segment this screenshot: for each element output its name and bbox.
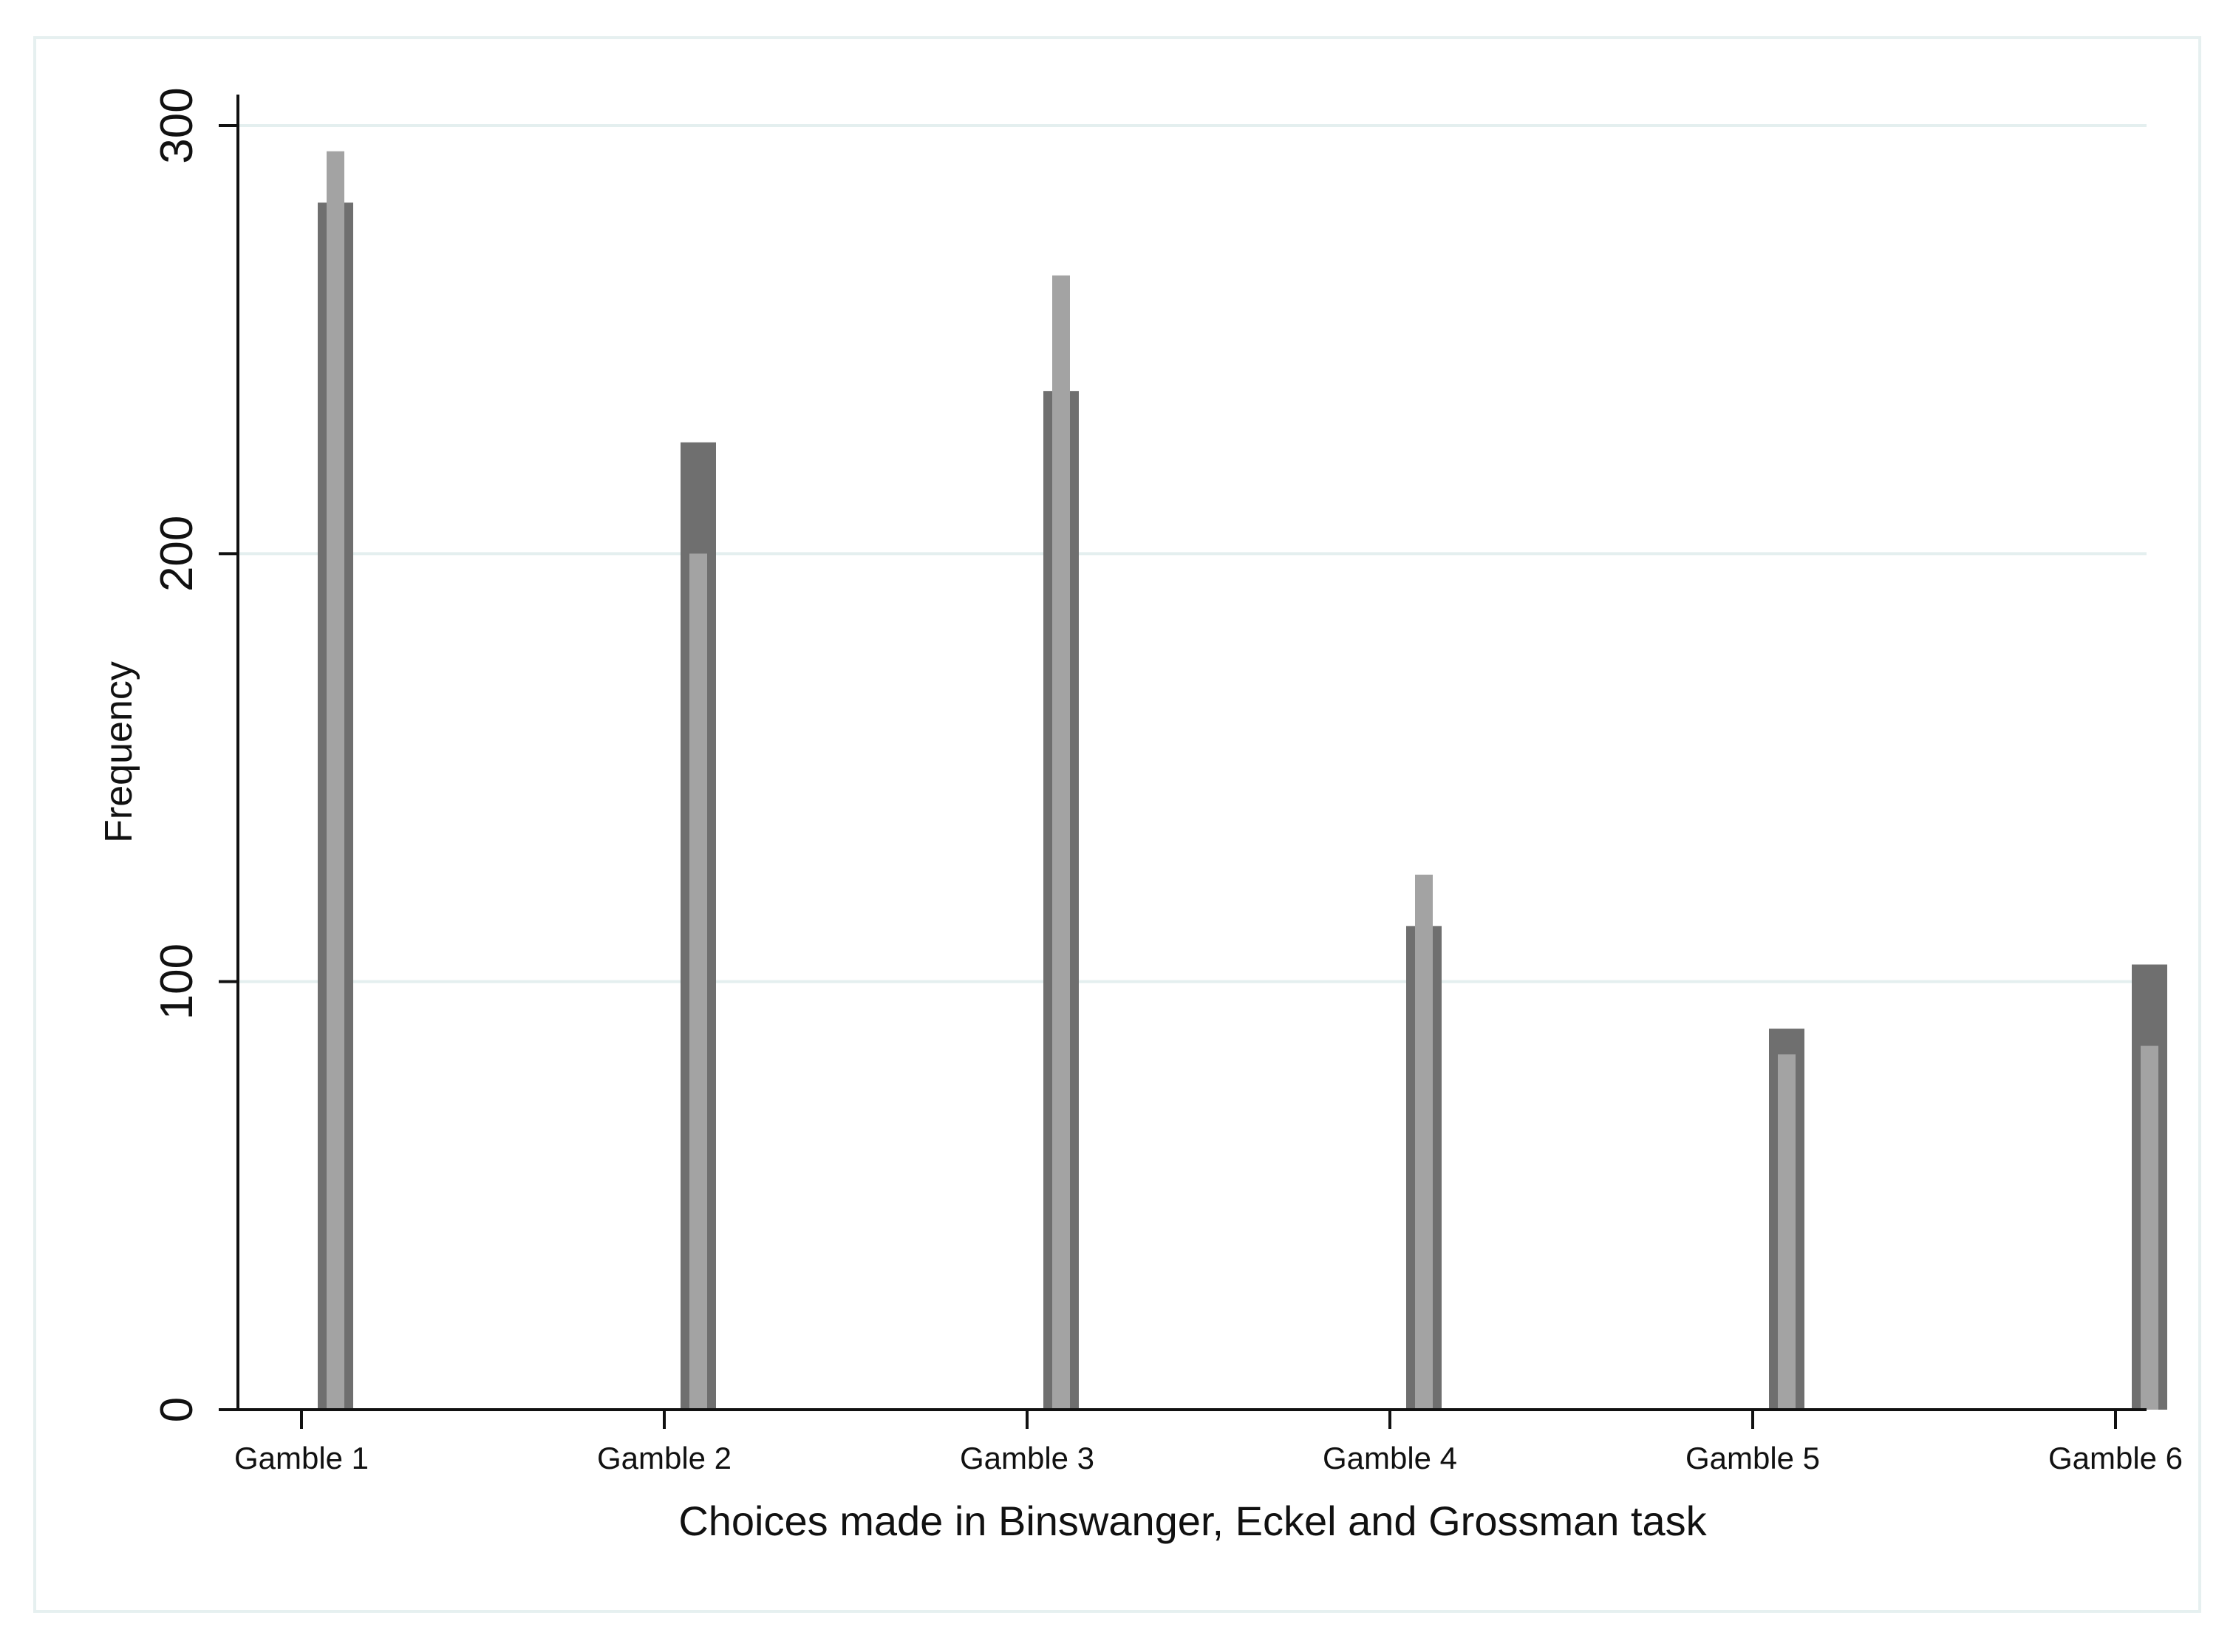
- bar-series-2: [1415, 874, 1433, 1410]
- bar-series-2: [1052, 275, 1070, 1410]
- y-tick-label: 200: [151, 516, 202, 592]
- bar-series-2: [327, 151, 344, 1410]
- x-tick-label: Gamble 6: [2048, 1441, 2183, 1475]
- x-tick-label: Gamble 5: [1685, 1441, 1820, 1475]
- y-axis-label: Frequency: [98, 661, 140, 843]
- bar-series-2: [689, 553, 707, 1410]
- x-ticks: Gamble 1 Gamble 2 Gamble 3 Gamble 4 Gamble 5…: [234, 1410, 2183, 1475]
- x-tick-label: Gamble 1: [234, 1441, 369, 1475]
- bar-series-2: [2141, 1045, 2158, 1410]
- x-tick-label: Gamble 3: [960, 1441, 1094, 1475]
- outer-frame: [33, 36, 2201, 1613]
- bars: [318, 151, 2167, 1410]
- x-tick-label: Gamble 2: [597, 1441, 732, 1475]
- y-tick-label: 0: [151, 1397, 202, 1422]
- gridlines: [239, 124, 2147, 983]
- axes: [219, 95, 2147, 1411]
- bar-series-2: [1778, 1054, 1796, 1410]
- y-tick-label: 100: [151, 943, 202, 1020]
- y-tick-label: 300: [151, 87, 202, 163]
- x-axis-label: Choices made in Binswanger, Eckel and Gr…: [678, 1498, 1707, 1544]
- x-tick-label: Gamble 4: [1323, 1441, 1457, 1475]
- y-ticks: 0 100 200 300: [151, 87, 238, 1422]
